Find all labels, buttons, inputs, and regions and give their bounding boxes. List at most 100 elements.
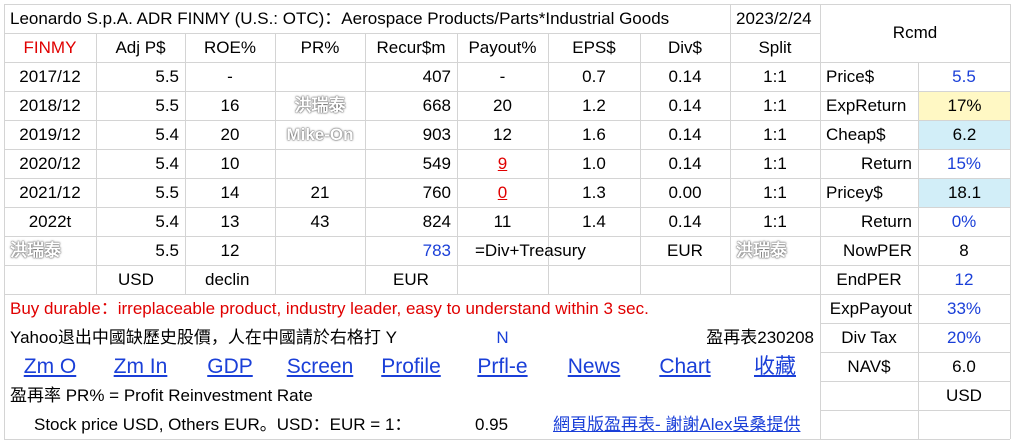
grid-line	[4, 4, 1010, 5]
nav-link[interactable]: Profile	[381, 355, 441, 378]
summary-roe: 12	[220, 241, 240, 260]
pr-definition: 盈再率 PR% = Profit Reinvestment Rate	[10, 386, 313, 405]
grid-line	[1010, 4, 1011, 439]
table-cell: -	[499, 67, 506, 86]
rcmd-value: 15%	[946, 154, 982, 173]
table-cell: 903	[422, 125, 451, 144]
table-cell: 0.14	[668, 67, 702, 86]
nav-link[interactable]: News	[567, 355, 621, 378]
table-cell: 1:1	[763, 96, 787, 115]
table-cell: 2019/12	[19, 125, 81, 144]
rcmd-label: ExpPayout	[829, 299, 912, 318]
rcmd-label: Cheap$	[826, 125, 886, 144]
nav-link[interactable]: Zm O	[23, 355, 77, 378]
rcmd-currency: USD	[946, 386, 982, 405]
merged-area	[821, 5, 1010, 62]
nav-link[interactable]: GDP	[207, 355, 253, 378]
column-header: Split	[758, 38, 792, 57]
grid-line	[4, 236, 1010, 237]
table-cell: 0.14	[668, 125, 702, 144]
table-cell: 407	[422, 67, 451, 86]
rcmd-value: 33%	[946, 299, 982, 318]
table-cell: 0.14	[668, 96, 702, 115]
rcmd-label: NAV$	[847, 357, 891, 376]
grid-line	[4, 4, 5, 439]
table-cell: 11	[493, 212, 512, 231]
table-cell: 0.7	[582, 67, 606, 86]
nav-link[interactable]: Zm In	[113, 355, 168, 378]
grid-line	[4, 62, 1010, 63]
table-cell: 1.0	[582, 154, 606, 173]
grid-line	[96, 4, 97, 439]
grid-line	[4, 33, 1010, 34]
watermark: 洪瑞泰	[10, 241, 61, 260]
column-header: ROE%	[204, 38, 256, 57]
summary-price: 5.5	[155, 241, 179, 260]
title: Leonardo S.p.A. ADR FINMY (U.S.: OTC)：Ae…	[10, 9, 670, 28]
table-cell: 20	[220, 125, 240, 144]
note-yahoo: Yahoo退出中國缺歷史股價，人在中國請於右格打 Y	[10, 328, 397, 347]
fx-note: Stock price USD, Others EUR。USD：EUR = 1：	[34, 415, 412, 434]
table-cell: 2017/12	[19, 67, 81, 86]
rcmd-label: Div Tax	[841, 328, 897, 347]
table-cell: 1:1	[763, 212, 787, 231]
table-cell: 1.6	[582, 125, 606, 144]
table-cell: 1:1	[763, 183, 787, 202]
rcmd-value: 6.0	[952, 357, 976, 376]
grid-line	[185, 4, 186, 439]
table-cell: 13	[220, 212, 240, 231]
summary-currency: EUR	[667, 241, 703, 260]
rcmd-header: Rcmd	[892, 23, 938, 42]
grid-line	[365, 4, 366, 439]
grid-line	[457, 4, 458, 439]
table-cell: 5.4	[155, 212, 179, 231]
grid-line	[918, 4, 919, 439]
table-cell: 2018/12	[19, 96, 81, 115]
rcmd-label: Pricey$	[826, 183, 883, 202]
summary-formula: =Div+Treasury	[475, 241, 586, 260]
table-cell: 1:1	[763, 125, 787, 144]
credit-link[interactable]: 網頁版盈再表- 謝謝Alex吳桑提供	[553, 415, 801, 434]
rcmd-label: EndPER	[836, 270, 902, 289]
rcmd-value: 20%	[946, 328, 982, 347]
table-cell: 0.14	[668, 212, 702, 231]
grid-line	[4, 439, 1010, 440]
grid-line	[730, 4, 731, 439]
table-cell: 1:1	[763, 67, 787, 86]
table-cell: 0	[497, 183, 508, 202]
column-header: FINMY	[23, 38, 77, 57]
table-cell: 549	[422, 154, 451, 173]
table-cell: 5.5	[155, 96, 179, 115]
rcmd-label: ExpReturn	[826, 96, 907, 115]
note-buy: Buy durable：irreplaceable product, indus…	[10, 299, 649, 318]
table-cell: 2020/12	[19, 154, 81, 173]
table-cell: 5.4	[155, 125, 179, 144]
nav-link[interactable]: Chart	[659, 355, 711, 378]
table-cell: 668	[422, 96, 451, 115]
table-cell: 14	[220, 183, 240, 202]
column-header: Recur$m	[376, 38, 446, 57]
version: 盈再表230208	[706, 328, 814, 347]
nav-link[interactable]: Prfl-e	[477, 355, 528, 378]
table-cell: 1.3	[582, 183, 606, 202]
grid-line	[820, 4, 821, 439]
rcmd-value: 5.5	[952, 67, 976, 86]
table-cell: 824	[422, 212, 451, 231]
table-cell: 1.4	[582, 212, 606, 231]
table-cell: 760	[422, 183, 451, 202]
table-cell: -	[227, 67, 233, 86]
table-cell: 21	[310, 183, 330, 202]
grid-line	[640, 4, 641, 439]
column-header: Payout%	[468, 38, 537, 57]
nav-link[interactable]: 收藏	[754, 355, 796, 378]
nav-link[interactable]: Screen	[286, 355, 354, 378]
table-cell: 0.14	[668, 154, 702, 173]
table-cell: 1:1	[763, 154, 787, 173]
table-cell: 12	[493, 125, 512, 144]
merged-area	[5, 5, 730, 33]
grid-line	[4, 207, 1010, 208]
grid-line	[4, 178, 1010, 179]
rcmd-value: 12	[954, 270, 974, 289]
watermark: Mike-On	[286, 125, 354, 144]
